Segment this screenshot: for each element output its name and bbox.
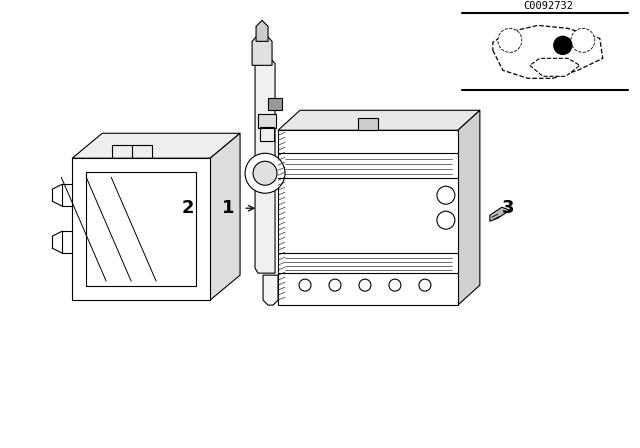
Text: 3: 3	[502, 199, 514, 217]
Polygon shape	[530, 58, 580, 76]
Circle shape	[253, 161, 277, 185]
Polygon shape	[493, 26, 603, 78]
Polygon shape	[278, 110, 480, 130]
Bar	[268, 98, 282, 110]
Polygon shape	[252, 30, 272, 65]
Polygon shape	[72, 133, 240, 158]
Polygon shape	[210, 133, 240, 300]
Polygon shape	[255, 53, 275, 273]
Polygon shape	[278, 130, 458, 305]
Polygon shape	[458, 110, 480, 305]
Text: 2: 2	[182, 199, 195, 217]
Polygon shape	[490, 207, 510, 221]
Polygon shape	[263, 275, 278, 305]
Circle shape	[498, 28, 522, 52]
Bar	[260, 127, 274, 141]
Circle shape	[245, 153, 285, 193]
Bar	[258, 114, 276, 128]
Polygon shape	[72, 158, 210, 300]
Circle shape	[571, 28, 595, 52]
Polygon shape	[256, 20, 268, 41]
Bar	[358, 118, 378, 130]
Text: C0092732: C0092732	[523, 1, 573, 11]
Circle shape	[554, 36, 572, 54]
Text: 1: 1	[222, 199, 234, 217]
